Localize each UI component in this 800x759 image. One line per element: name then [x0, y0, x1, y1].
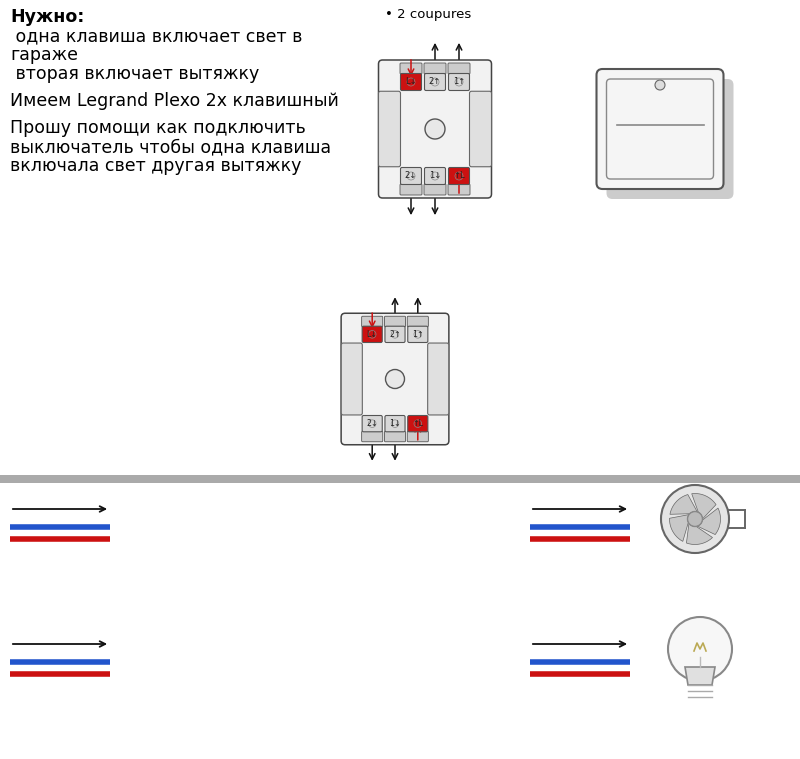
Circle shape [368, 420, 376, 427]
FancyBboxPatch shape [400, 184, 422, 195]
FancyBboxPatch shape [378, 91, 401, 167]
Text: ↑L: ↑L [412, 419, 423, 428]
Text: выключатель чтобы одна клавиша: выключатель чтобы одна клавиша [10, 138, 331, 156]
Circle shape [455, 172, 463, 180]
Text: L↓: L↓ [405, 77, 417, 87]
FancyBboxPatch shape [385, 415, 405, 432]
Text: 2↑: 2↑ [389, 330, 401, 339]
FancyBboxPatch shape [407, 317, 428, 327]
Circle shape [687, 512, 702, 527]
Text: ↑L: ↑L [453, 172, 465, 181]
FancyBboxPatch shape [448, 184, 470, 195]
FancyBboxPatch shape [425, 168, 446, 184]
FancyBboxPatch shape [378, 60, 491, 198]
FancyBboxPatch shape [424, 184, 446, 195]
Circle shape [368, 331, 376, 339]
Circle shape [414, 331, 422, 339]
Polygon shape [692, 493, 716, 519]
Polygon shape [686, 524, 713, 544]
FancyBboxPatch shape [428, 343, 449, 415]
FancyBboxPatch shape [401, 74, 422, 90]
Circle shape [414, 420, 422, 427]
Text: 1↑: 1↑ [412, 330, 424, 339]
Circle shape [431, 78, 439, 86]
Polygon shape [670, 515, 689, 541]
Circle shape [391, 420, 398, 427]
Text: • 2 coupures: • 2 coupures [385, 8, 471, 21]
FancyBboxPatch shape [424, 63, 446, 74]
FancyBboxPatch shape [449, 74, 470, 90]
Text: 1↑: 1↑ [453, 77, 465, 87]
FancyBboxPatch shape [408, 415, 428, 432]
Polygon shape [685, 667, 715, 685]
FancyBboxPatch shape [385, 326, 405, 342]
Bar [0, 475, 800, 483]
FancyBboxPatch shape [408, 326, 428, 342]
FancyBboxPatch shape [362, 415, 382, 432]
Polygon shape [698, 508, 721, 534]
FancyBboxPatch shape [448, 63, 470, 74]
Text: 1↓: 1↓ [389, 419, 401, 428]
FancyBboxPatch shape [385, 431, 406, 442]
FancyBboxPatch shape [385, 317, 406, 327]
FancyBboxPatch shape [400, 63, 422, 74]
Text: Имеем Legrand Plexo 2х клавишный: Имеем Legrand Plexo 2х клавишный [10, 92, 339, 110]
Text: L↓: L↓ [366, 330, 378, 339]
FancyBboxPatch shape [449, 168, 470, 184]
Text: одна клавиша включает свет в: одна клавиша включает свет в [10, 27, 302, 45]
Text: 1↓: 1↓ [429, 172, 441, 181]
Text: включала свет другая вытяжку: включала свет другая вытяжку [10, 157, 302, 175]
Circle shape [455, 78, 463, 86]
FancyBboxPatch shape [425, 74, 446, 90]
Circle shape [431, 172, 439, 180]
Text: Нужно:: Нужно: [10, 8, 84, 26]
Text: 2↓: 2↓ [366, 419, 378, 428]
Circle shape [407, 172, 415, 180]
FancyBboxPatch shape [401, 168, 422, 184]
FancyBboxPatch shape [362, 326, 382, 342]
FancyBboxPatch shape [362, 317, 382, 327]
Circle shape [386, 370, 405, 389]
Text: 2↓: 2↓ [405, 172, 417, 181]
FancyBboxPatch shape [362, 431, 382, 442]
Circle shape [425, 119, 445, 139]
FancyBboxPatch shape [341, 313, 449, 445]
Circle shape [655, 80, 665, 90]
FancyBboxPatch shape [470, 91, 491, 167]
FancyBboxPatch shape [606, 79, 734, 199]
Text: 2↑: 2↑ [429, 77, 441, 87]
Polygon shape [670, 495, 698, 515]
Circle shape [668, 617, 732, 681]
FancyBboxPatch shape [597, 69, 723, 189]
Text: Прошу помощи как подключить: Прошу помощи как подключить [10, 119, 306, 137]
Circle shape [391, 331, 398, 339]
FancyBboxPatch shape [407, 431, 428, 442]
Circle shape [661, 485, 729, 553]
Text: гараже: гараже [10, 46, 78, 64]
FancyBboxPatch shape [342, 343, 362, 415]
Text: вторая включает вытяжку: вторая включает вытяжку [10, 65, 259, 83]
Circle shape [407, 78, 415, 86]
